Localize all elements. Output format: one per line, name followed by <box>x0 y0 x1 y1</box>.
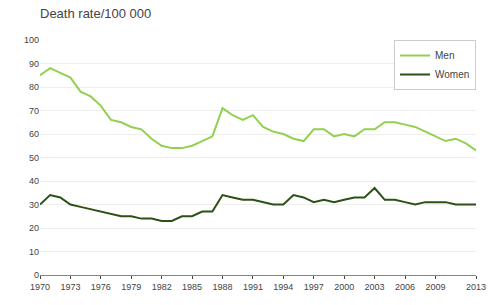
svg-text:30: 30 <box>29 200 39 210</box>
svg-text:80: 80 <box>29 82 39 92</box>
svg-text:10: 10 <box>29 247 39 257</box>
svg-text:100: 100 <box>24 35 39 45</box>
svg-text:2006: 2006 <box>395 282 415 292</box>
svg-text:Men: Men <box>435 50 454 61</box>
svg-text:1982: 1982 <box>152 282 172 292</box>
svg-text:1973: 1973 <box>60 282 80 292</box>
svg-text:1994: 1994 <box>273 282 293 292</box>
svg-text:2003: 2003 <box>365 282 385 292</box>
svg-text:90: 90 <box>29 59 39 69</box>
svg-text:20: 20 <box>29 223 39 233</box>
svg-text:60: 60 <box>29 129 39 139</box>
svg-text:2009: 2009 <box>425 282 445 292</box>
svg-text:1991: 1991 <box>243 282 263 292</box>
svg-text:1970: 1970 <box>30 282 50 292</box>
svg-text:2000: 2000 <box>334 282 354 292</box>
svg-text:1976: 1976 <box>91 282 111 292</box>
svg-text:1985: 1985 <box>182 282 202 292</box>
svg-text:Death rate/100 000: Death rate/100 000 <box>40 6 151 21</box>
svg-text:0: 0 <box>34 270 39 280</box>
svg-text:50: 50 <box>29 153 39 163</box>
svg-text:2013: 2013 <box>466 282 486 292</box>
svg-text:1988: 1988 <box>212 282 232 292</box>
svg-text:Women: Women <box>435 69 469 80</box>
svg-text:70: 70 <box>29 106 39 116</box>
svg-text:1979: 1979 <box>121 282 141 292</box>
svg-text:40: 40 <box>29 176 39 186</box>
svg-text:1997: 1997 <box>304 282 324 292</box>
